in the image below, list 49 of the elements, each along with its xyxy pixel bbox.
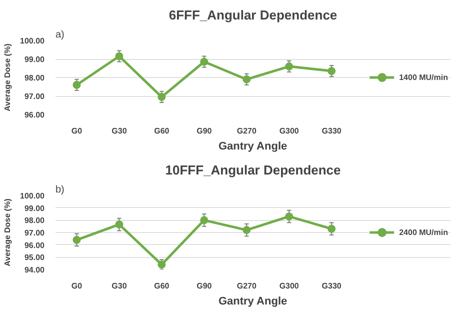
y-tick-label: 100.00 (20, 192, 46, 200)
point (328, 67, 336, 76)
point (285, 212, 294, 220)
x-tick-label: G300 (279, 126, 300, 136)
text: a) (56, 30, 64, 40)
legend-label: 1400 MU/min (399, 72, 448, 82)
x-tick-label: G30 (112, 126, 128, 136)
point (242, 226, 251, 234)
y-tick-label: 97.00 (24, 92, 46, 101)
y-tick-label: 99.00 (24, 55, 46, 64)
x-tick-label: G60 (154, 282, 170, 290)
y-tick-label: 98.00 (24, 216, 46, 226)
legend-label: 2400 MU/min (399, 228, 448, 236)
point (72, 236, 81, 244)
x-tick-label: G90 (196, 282, 212, 290)
y-tick-label: 99.00 (24, 204, 46, 213)
point (200, 58, 208, 66)
y-tick-label: 96.00 (24, 110, 46, 120)
chart-title: 10FFF_Angular Dependence (165, 162, 341, 178)
x-tick-label: G300 (279, 282, 300, 290)
point (328, 224, 336, 233)
x-tick-label: G90 (196, 126, 212, 136)
x-tick-label: G60 (154, 126, 170, 136)
y-axis-title: Average Dose (%) (3, 198, 12, 266)
x-tick-label: G0 (71, 282, 83, 290)
x-tick-label: G270 (236, 126, 257, 136)
point (115, 220, 124, 228)
y-tick-label: 97.00 (24, 228, 46, 238)
y-tick-label: 96.00 (24, 240, 46, 250)
x-tick-label: G270 (236, 282, 257, 290)
y-tick-label: 98.00 (24, 74, 46, 82)
x-axis-title: Gantry Angle (218, 296, 288, 308)
y-axis-title: Average Dose (%) (3, 43, 12, 112)
chart-title: 6FFF_Angular Dependence (168, 8, 338, 22)
x-axis-title: Gantry Angle (218, 140, 288, 152)
y-tick-label: 100.00 (20, 36, 46, 46)
point (72, 80, 81, 89)
point (200, 216, 208, 224)
point (242, 75, 251, 84)
y-tick-label: 95.00 (24, 253, 46, 262)
y-tick-label: 94.00 (24, 266, 46, 274)
x-tick-label: G0 (71, 126, 83, 136)
point (158, 92, 166, 101)
point (285, 62, 294, 70)
x-tick-label: G330 (322, 126, 342, 136)
x-tick-label: G30 (112, 282, 128, 290)
point (115, 52, 124, 60)
x-tick-label: G330 (322, 282, 342, 290)
annotation: b) (56, 184, 64, 196)
